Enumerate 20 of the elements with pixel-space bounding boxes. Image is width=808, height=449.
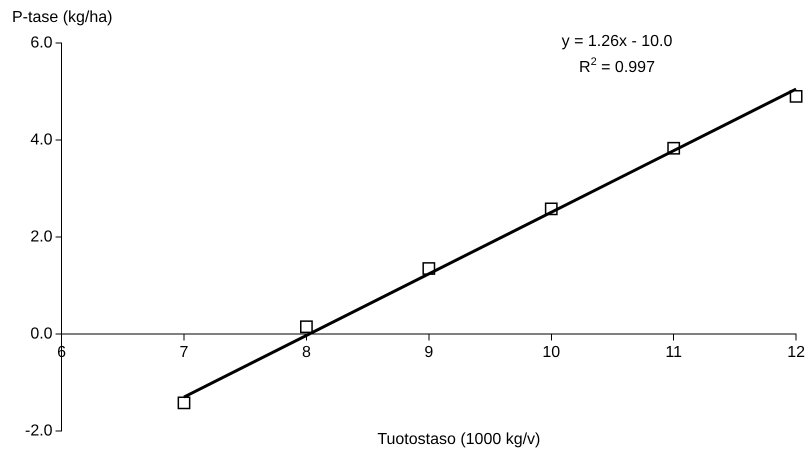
point [300, 320, 313, 334]
annotation: y = 1.26x - 10.0 [562, 33, 672, 50]
x-tick-label: 11 [665, 344, 682, 362]
x-axis-title: Tuotostaso (1000 kg/v) [377, 431, 540, 448]
y-axis-title: P-tase (kg/ha) [12, 9, 112, 26]
y-tick-label: 2.0 [30, 228, 53, 246]
point [422, 262, 436, 275]
point [178, 396, 190, 410]
y-tick-label: 0.0 [30, 325, 53, 342]
x-tick-label: 10 [542, 344, 560, 362]
point [790, 90, 803, 103]
point [667, 142, 680, 155]
y-tick-label: -2.0 [24, 422, 53, 440]
x-tick-label: 9 [424, 344, 434, 362]
x-tick-label: 8 [302, 344, 311, 362]
y-tick-label: 6.0 [30, 34, 53, 52]
y-tick-label: 4.0 [30, 131, 53, 148]
point [544, 202, 558, 216]
x-tick-label: 12 [787, 344, 806, 362]
x-tick-label: 7 [180, 344, 189, 362]
